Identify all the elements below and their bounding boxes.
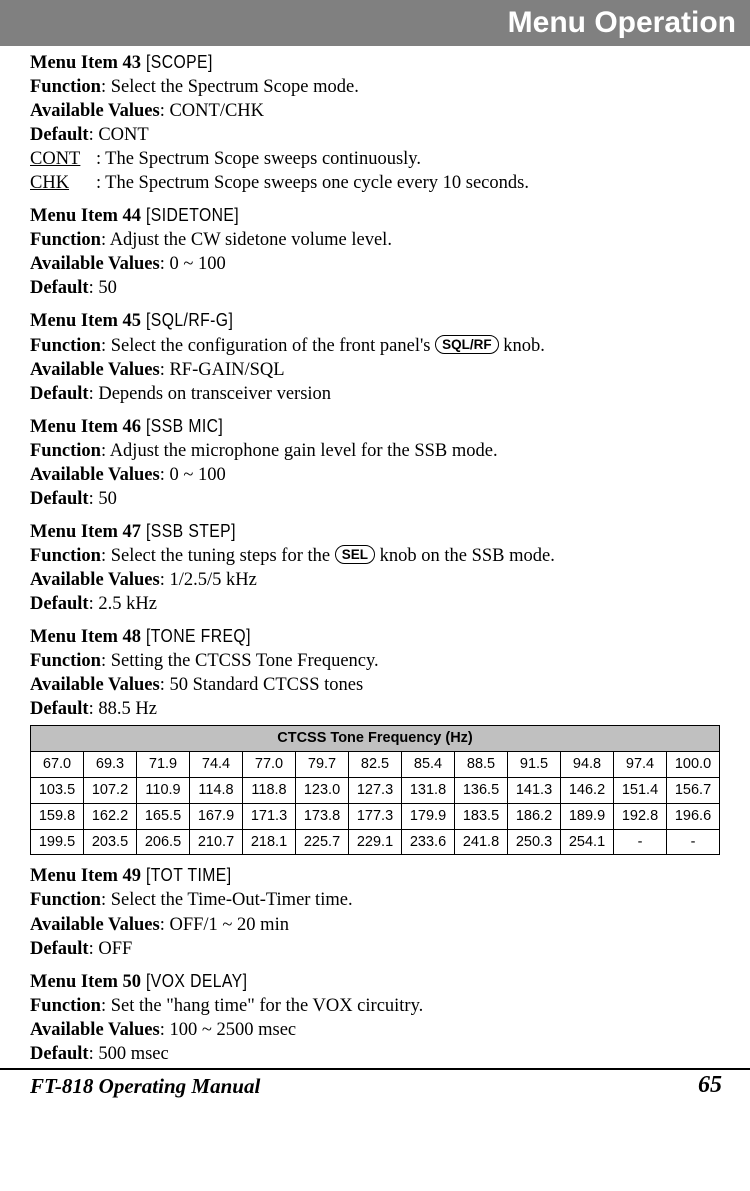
function-line: Function: Set the "hang time" for the VO… [30, 994, 720, 1018]
option-text: The Spectrum Scope sweeps continuously. [105, 147, 421, 171]
table-row: 159.8162.2165.5167.9171.3173.8177.3179.9… [31, 803, 720, 829]
ctcss-title: CTCSS Tone Frequency (Hz) [31, 726, 720, 752]
table-row: 103.5107.2110.9114.8118.8123.0127.3131.8… [31, 777, 720, 803]
sql-rf-key: SQL/RF [435, 335, 499, 354]
option-line: CHK: The Spectrum Scope sweeps one cycle… [30, 171, 720, 195]
values-line: Available Values: RF-GAIN/SQL [30, 358, 720, 382]
values-line: Available Values: CONT/CHK [30, 99, 720, 123]
page-footer: FT-818 Operating Manual 65 [0, 1068, 750, 1109]
heading-prefix: Menu Item 47 [30, 522, 141, 542]
values-line: Available Values: 0 ~ 100 [30, 252, 720, 276]
function-label: Function [30, 77, 101, 97]
menu-item-47: Menu Item 47 [SSB STEP] Function: Select… [30, 519, 720, 616]
default-line: Default: 50 [30, 487, 720, 511]
menu-item-46: Menu Item 46 [SSB MIC] Function: Adjust … [30, 414, 720, 511]
menu-item-heading: Menu Item 44 [SIDETONE] [30, 203, 720, 228]
option-key: CONT [30, 147, 92, 171]
table-row: 67.069.371.974.477.079.782.585.488.591.5… [31, 752, 720, 778]
function-line: Function: Setting the CTCSS Tone Frequen… [30, 649, 720, 673]
heading-code: [SSB MIC] [146, 414, 223, 438]
heading-code: [SIDETONE] [146, 203, 239, 227]
function-line: Function: Select the Time-Out-Timer time… [30, 888, 720, 912]
heading-prefix: Menu Item 49 [30, 866, 141, 886]
heading-code: [TONE FREQ] [146, 624, 251, 648]
values-line: Available Values: 1/2.5/5 kHz [30, 568, 720, 592]
ctcss-table: CTCSS Tone Frequency (Hz) 67.069.371.974… [30, 725, 720, 855]
menu-item-50: Menu Item 50 [VOX DELAY] Function: Set t… [30, 969, 720, 1066]
function-line: Function: Adjust the CW sidetone volume … [30, 228, 720, 252]
heading-prefix: Menu Item 44 [30, 206, 141, 226]
page-title-bar: Menu Operation [0, 0, 750, 46]
menu-item-45: Menu Item 45 [SQL/RF-G] Function: Select… [30, 308, 720, 405]
menu-item-48: Menu Item 48 [TONE FREQ] Function: Setti… [30, 624, 720, 721]
function-line: Function: Select the Spectrum Scope mode… [30, 75, 720, 99]
option-line: CONT: The Spectrum Scope sweeps continuo… [30, 147, 720, 171]
menu-item-heading: Menu Item 50 [VOX DELAY] [30, 969, 720, 994]
heading-prefix: Menu Item 46 [30, 417, 141, 437]
default-text: CONT [98, 125, 148, 145]
values-line: Available Values: 100 ~ 2500 msec [30, 1018, 720, 1042]
table-row: 199.5203.5206.5210.7218.1225.7229.1233.6… [31, 829, 720, 855]
heading-code: [VOX DELAY] [146, 969, 247, 993]
values-label: Available Values [30, 101, 160, 121]
menu-item-43: Menu Item 43 [SCOPE] Function: Select th… [30, 50, 720, 195]
page-number: 65 [698, 1070, 722, 1099]
default-line: Default: CONT [30, 123, 720, 147]
page-title: Menu Operation [508, 6, 736, 39]
values-text: CONT/CHK [169, 101, 264, 121]
heading-code: [TOT TIME] [146, 863, 232, 887]
default-line: Default: 88.5 Hz [30, 697, 720, 721]
menu-item-heading: Menu Item 46 [SSB MIC] [30, 414, 720, 439]
heading-code: [SQL/RF-G] [146, 308, 233, 332]
function-line: Function: Adjust the microphone gain lev… [30, 439, 720, 463]
heading-code: [SCOPE] [146, 50, 213, 74]
function-line: Function: Select the configuration of th… [30, 334, 720, 358]
menu-item-heading: Menu Item 45 [SQL/RF-G] [30, 308, 720, 333]
default-label: Default [30, 125, 89, 145]
menu-item-49: Menu Item 49 [TOT TIME] Function: Select… [30, 863, 720, 960]
default-line: Default: Depends on transceiver version [30, 382, 720, 406]
heading-prefix: Menu Item 50 [30, 972, 141, 992]
menu-item-heading: Menu Item 47 [SSB STEP] [30, 519, 720, 544]
default-line: Default: 500 msec [30, 1042, 720, 1066]
default-line: Default: OFF [30, 937, 720, 961]
heading-prefix: Menu Item 43 [30, 53, 141, 73]
values-line: Available Values: 0 ~ 100 [30, 463, 720, 487]
heading-prefix: Menu Item 45 [30, 311, 141, 331]
values-line: Available Values: OFF/1 ~ 20 min [30, 913, 720, 937]
menu-item-heading: Menu Item 49 [TOT TIME] [30, 863, 720, 888]
heading-prefix: Menu Item 48 [30, 627, 141, 647]
manual-title: FT-818 Operating Manual [30, 1072, 260, 1099]
values-line: Available Values: 50 Standard CTCSS tone… [30, 673, 720, 697]
function-line: Function: Select the tuning steps for th… [30, 544, 720, 568]
sel-key: SEL [335, 545, 375, 564]
option-key: CHK [30, 171, 92, 195]
default-line: Default: 2.5 kHz [30, 592, 720, 616]
option-text: The Spectrum Scope sweeps one cycle ever… [105, 171, 529, 195]
default-line: Default: 50 [30, 276, 720, 300]
heading-code: [SSB STEP] [146, 519, 236, 543]
menu-item-heading: Menu Item 48 [TONE FREQ] [30, 624, 720, 649]
menu-item-44: Menu Item 44 [SIDETONE] Function: Adjust… [30, 203, 720, 300]
menu-item-heading: Menu Item 43 [SCOPE] [30, 50, 720, 75]
function-text: Select the Spectrum Scope mode. [111, 77, 359, 97]
